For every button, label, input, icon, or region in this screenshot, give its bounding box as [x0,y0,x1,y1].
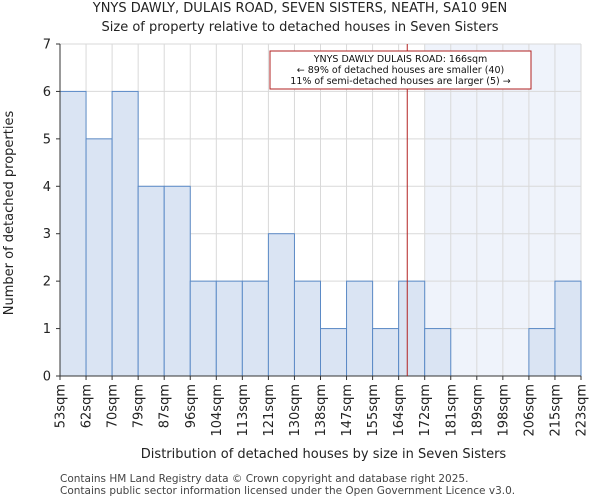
bar [424,328,452,377]
y-tick-label: 4 [43,180,51,195]
annotation-line: 11% of semi-detached houses are larger (… [290,76,510,87]
annotation-box [269,50,532,90]
x-tick-label: 96sqm [184,384,199,428]
bar [293,280,322,377]
chart-subtitle: Size of property relative to detached ho… [101,20,499,35]
bar [59,90,87,377]
x-tick-label: 138sqm [314,384,329,437]
bar [111,90,139,377]
x-tick-label: 113sqm [236,384,251,437]
bar [189,280,217,377]
bar [267,233,295,377]
bar [215,280,243,377]
footer-copyright: Contains HM Land Registry data © Crown c… [60,473,469,485]
x-tick-label: 198sqm [496,384,511,437]
x-tick-label: 223sqm [575,384,590,437]
x-tick-label: 155sqm [366,384,381,437]
x-axis-label: Distribution of detached houses by size … [141,447,507,462]
x-tick-label: 215sqm [548,384,563,437]
x-tick-label: 62sqm [80,384,95,428]
bar [85,138,113,377]
y-tick-label: 2 [43,275,51,290]
bar [346,280,374,377]
bar [372,328,400,377]
bar [398,280,426,377]
x-tick-label: 147sqm [340,384,355,437]
chart-title: YNYS DAWLY, DULAIS ROAD, SEVEN SISTERS, … [92,1,508,16]
y-tick-label: 7 [43,38,51,53]
x-tick-label: 104sqm [210,384,225,437]
footer-licence: Contains public sector information licen… [60,485,516,497]
bar [528,328,556,377]
y-tick-label: 1 [43,322,51,337]
x-tick-label: 53sqm [54,384,69,428]
y-tick-label: 5 [43,132,51,147]
x-tick-label: 121sqm [262,384,277,437]
x-tick-label: 172sqm [418,384,433,437]
x-tick-label: 189sqm [470,384,485,437]
x-tick-label: 87sqm [158,384,173,428]
y-tick-label: 6 [43,85,51,100]
x-tick-label: 130sqm [288,384,303,437]
y-tick-label: 3 [43,227,51,242]
x-tick-label: 206sqm [522,384,537,437]
annotation-line: ← 89% of detached houses are smaller (40… [297,65,504,76]
bar [241,280,269,377]
bar [320,328,348,377]
x-tick-label: 79sqm [132,384,147,428]
x-tick-label: 181sqm [444,384,459,437]
y-tick-label: 0 [43,370,51,385]
y-axis-label: Number of detached properties [2,111,17,316]
annotation-line: YNYS DAWLY DULAIS ROAD: 166sqm [313,54,488,65]
bar [163,185,191,377]
bar [554,280,582,377]
x-tick-label: 70sqm [106,384,121,428]
bar [137,185,165,377]
x-tick-label: 164sqm [392,384,407,437]
